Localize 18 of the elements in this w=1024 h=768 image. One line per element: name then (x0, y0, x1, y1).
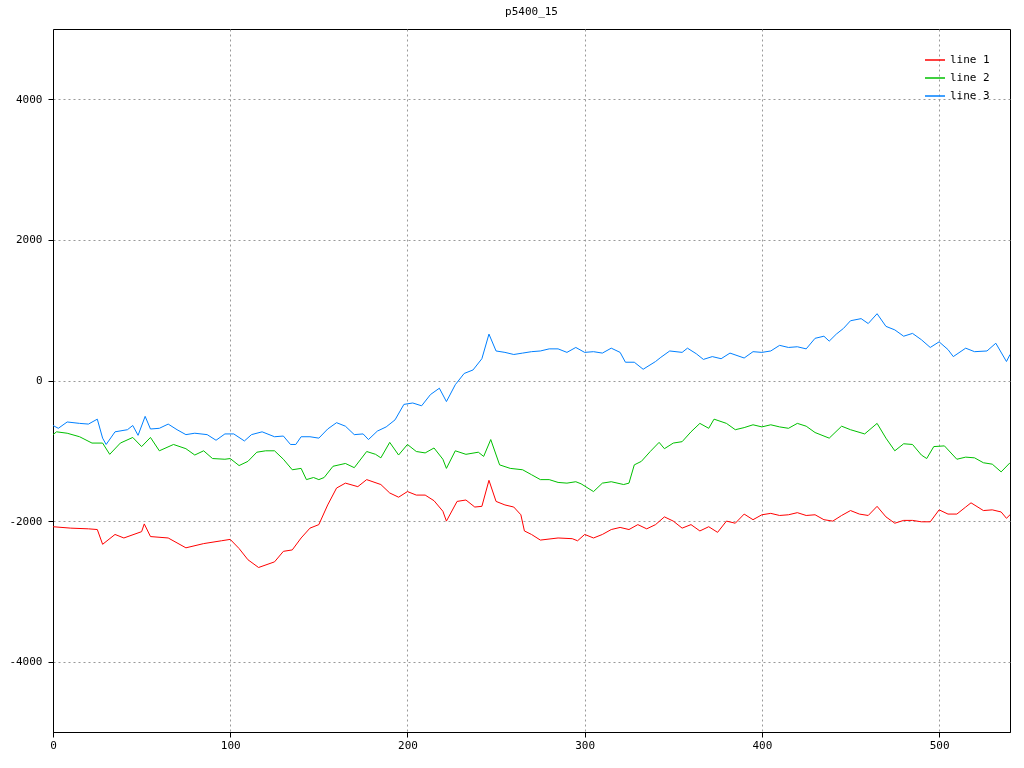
x-tick-label: 500 (929, 738, 950, 752)
x-tick-label: 300 (575, 738, 596, 752)
legend-label: line 1 (950, 53, 990, 66)
x-tick-label: 400 (752, 738, 773, 752)
line-series (53, 313, 1010, 445)
line-series (53, 418, 1010, 493)
y-tick-label: 2000 (16, 233, 43, 247)
line-series (53, 479, 1010, 568)
y-tick-label: -2000 (9, 514, 43, 528)
legend-label: line 3 (950, 89, 990, 102)
legend-label: line 2 (950, 71, 990, 84)
y-tick-label: 4000 (16, 92, 43, 106)
y-tick-label: 0 (35, 374, 43, 387)
x-tick-label: 100 (220, 738, 241, 752)
x-tick-label: 0 (50, 738, 57, 752)
y-tick-label: -4000 (9, 655, 43, 669)
x-tick-label: 200 (398, 738, 418, 752)
chart-title: p5400_15 (505, 5, 558, 18)
